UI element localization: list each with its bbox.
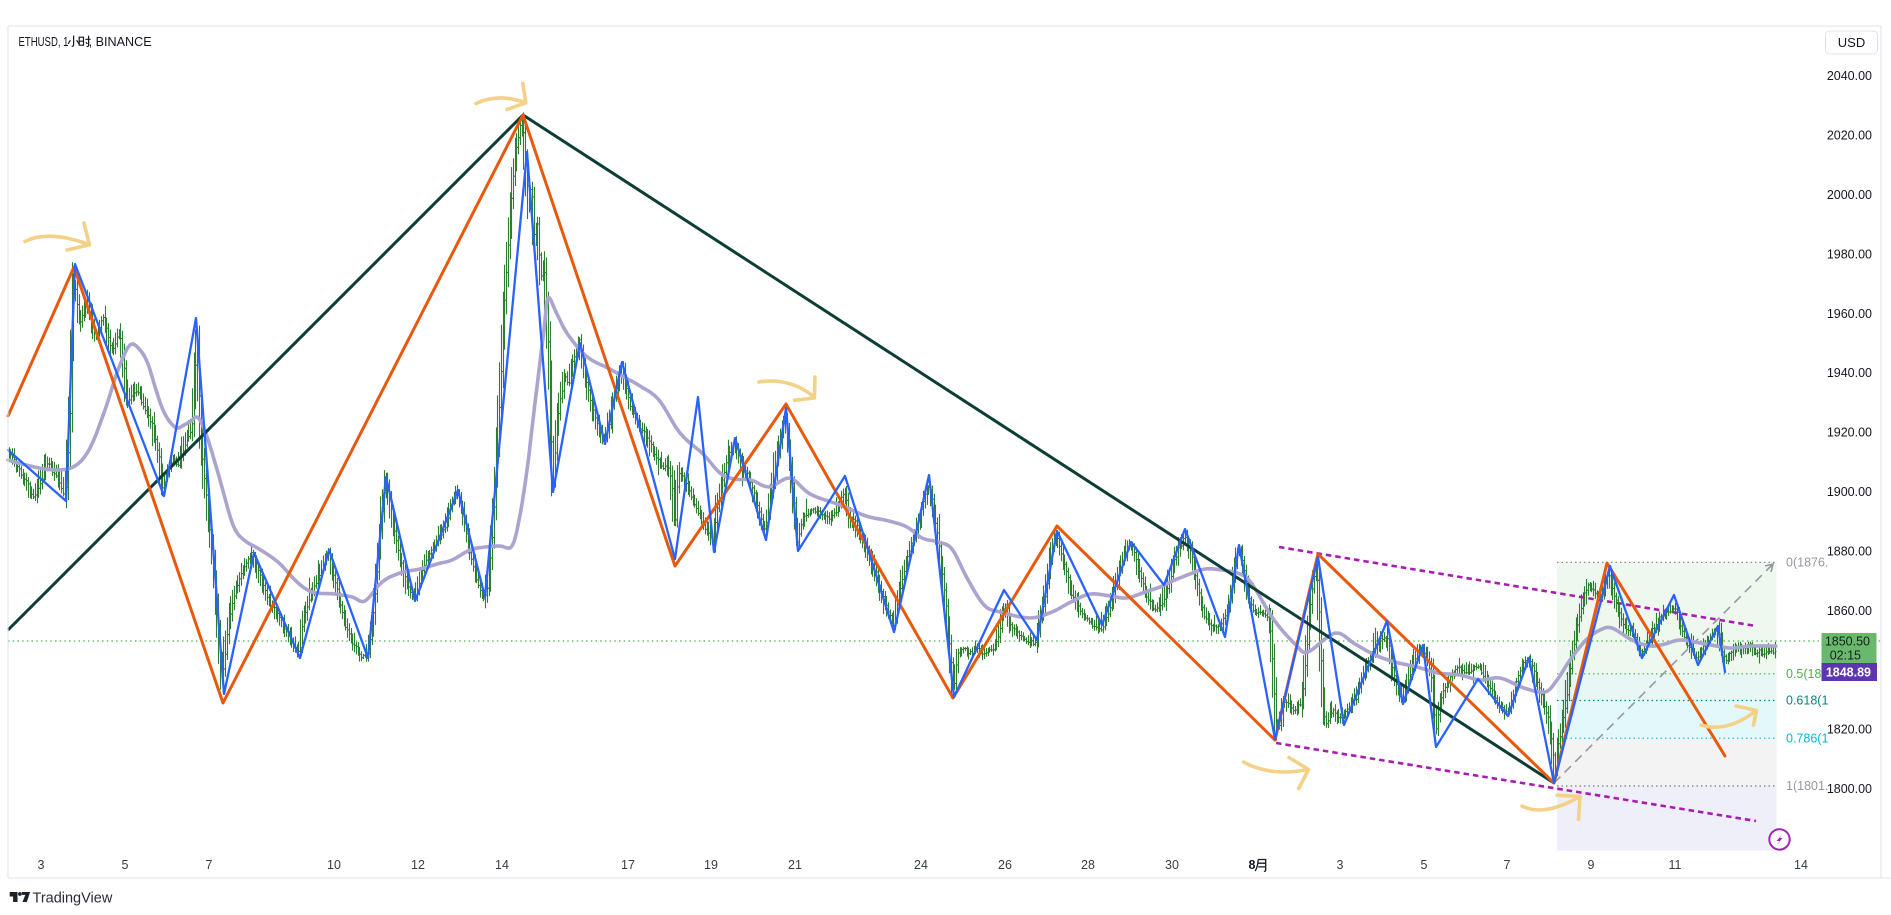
svg-text:TradingView: TradingView bbox=[33, 891, 113, 907]
svg-text:2000.00: 2000.00 bbox=[1827, 188, 1872, 202]
svg-text:1980.00: 1980.00 bbox=[1827, 247, 1872, 261]
svg-text:1(1801.: 1(1801. bbox=[1786, 779, 1828, 793]
svg-text:1820.00: 1820.00 bbox=[1827, 723, 1872, 737]
svg-text:1960.00: 1960.00 bbox=[1827, 307, 1872, 321]
svg-text:21: 21 bbox=[788, 858, 802, 872]
svg-text:26: 26 bbox=[998, 858, 1012, 872]
svg-text:5: 5 bbox=[122, 858, 129, 872]
svg-text:28: 28 bbox=[1081, 858, 1095, 872]
svg-text:30: 30 bbox=[1165, 858, 1179, 872]
svg-text:1850.50: 1850.50 bbox=[1825, 635, 1870, 649]
svg-text:14: 14 bbox=[1794, 858, 1808, 872]
svg-text:7: 7 bbox=[1504, 858, 1511, 872]
svg-text:0.786(1: 0.786(1 bbox=[1786, 731, 1828, 745]
svg-text:17: 17 bbox=[621, 858, 635, 872]
svg-text:1920.00: 1920.00 bbox=[1827, 426, 1872, 440]
svg-text:24: 24 bbox=[914, 858, 928, 872]
svg-text:10: 10 bbox=[327, 858, 341, 872]
svg-text:2020.00: 2020.00 bbox=[1827, 129, 1872, 143]
svg-text:ETHUSD, 1: ETHUSD, 1 bbox=[19, 35, 69, 49]
svg-text:12: 12 bbox=[411, 858, 425, 872]
svg-text:1800.00: 1800.00 bbox=[1827, 782, 1872, 796]
svg-text:11: 11 bbox=[1669, 858, 1682, 872]
svg-text:1860.00: 1860.00 bbox=[1827, 604, 1872, 618]
svg-text:1848.89: 1848.89 bbox=[1826, 666, 1871, 680]
svg-text:3: 3 bbox=[1337, 858, 1344, 872]
svg-text:19: 19 bbox=[704, 858, 718, 872]
svg-text:1880.00: 1880.00 bbox=[1827, 544, 1872, 558]
svg-text:1940.00: 1940.00 bbox=[1827, 366, 1872, 380]
svg-text:02:15: 02:15 bbox=[1830, 649, 1861, 663]
svg-text:0.618(1: 0.618(1 bbox=[1786, 694, 1828, 708]
svg-text:8: 8 bbox=[1249, 858, 1256, 872]
svg-text:14: 14 bbox=[495, 858, 509, 872]
svg-text:5: 5 bbox=[1421, 858, 1428, 872]
svg-text:, BINANCE: , BINANCE bbox=[89, 35, 152, 49]
svg-text:7: 7 bbox=[206, 858, 213, 872]
svg-text:2040.00: 2040.00 bbox=[1827, 69, 1872, 83]
svg-text:USD: USD bbox=[1838, 35, 1865, 50]
svg-text:0.5(183: 0.5(183 bbox=[1786, 667, 1828, 681]
svg-text:9: 9 bbox=[1588, 858, 1595, 872]
svg-text:0(1876.: 0(1876. bbox=[1786, 556, 1828, 570]
svg-text:1900.00: 1900.00 bbox=[1827, 485, 1872, 499]
svg-text:3: 3 bbox=[38, 858, 45, 872]
